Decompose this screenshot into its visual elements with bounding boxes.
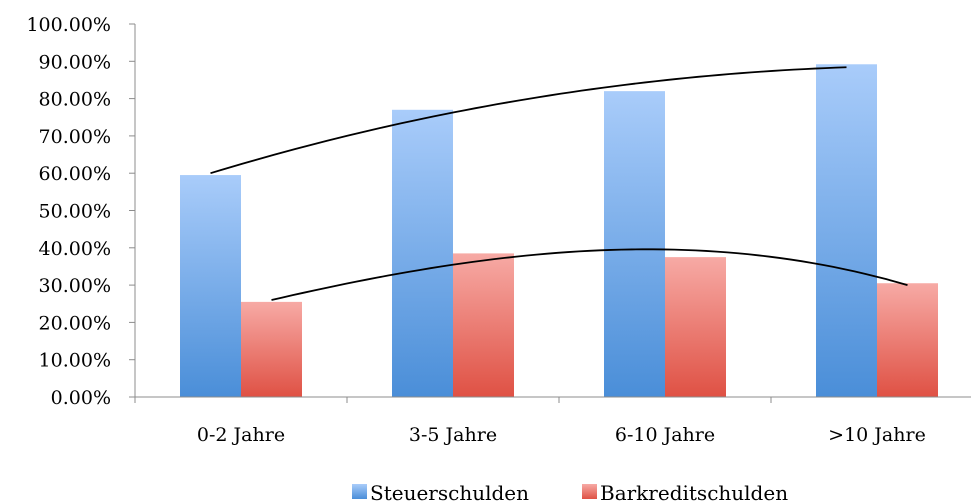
bar-steuerschulden bbox=[392, 109, 453, 397]
bar-barkreditschulden bbox=[665, 257, 726, 397]
x-tick-label: 6-10 Jahre bbox=[615, 424, 715, 446]
x-tick-label: >10 Jahre bbox=[828, 424, 926, 446]
y-tick-label: 10.00% bbox=[39, 350, 111, 372]
x-tick-label: 0-2 Jahre bbox=[197, 424, 285, 446]
y-tick-label: 30.00% bbox=[39, 275, 111, 297]
legend-swatch-barkreditschulden bbox=[582, 484, 597, 499]
y-tick-label: 80.00% bbox=[39, 89, 111, 111]
y-tick-label: 20.00% bbox=[39, 312, 111, 334]
bar-steuerschulden bbox=[180, 175, 241, 397]
trendline-steuerschulden bbox=[210, 66, 847, 175]
trendline-barkreditschulden bbox=[271, 248, 908, 301]
x-axis-ticks: 0-2 Jahre 3-5 Jahre 6-10 Jahre >10 Jahre bbox=[134, 397, 926, 446]
y-tick-label: 70.00% bbox=[39, 126, 111, 148]
y-tick-label: 90.00% bbox=[39, 51, 111, 73]
bars bbox=[180, 64, 938, 397]
y-axis-ticks: 0.00% 10.00% 20.00% 30.00% 40.00% 50.00% 60.00… bbox=[26, 14, 135, 409]
legend-label-barkreditschulden: Barkreditschulden bbox=[600, 481, 788, 503]
y-tick-label: 50.00% bbox=[39, 201, 111, 223]
legend: Steuerschulden Barkreditschulden bbox=[352, 481, 788, 503]
bar-steuerschulden bbox=[816, 64, 877, 397]
y-tick-label: 60.00% bbox=[39, 163, 111, 185]
bar-barkreditschulden bbox=[241, 301, 302, 397]
trendlines bbox=[210, 66, 908, 301]
bar-steuerschulden bbox=[604, 91, 665, 397]
legend-swatch-steuerschulden bbox=[352, 484, 367, 499]
legend-label-steuerschulden: Steuerschulden bbox=[370, 481, 529, 503]
y-tick-label: 40.00% bbox=[39, 238, 111, 260]
bar-barkreditschulden bbox=[453, 253, 514, 397]
y-tick-label: 100.00% bbox=[26, 14, 111, 36]
y-tick-label: 0.00% bbox=[51, 387, 111, 409]
x-tick-label: 3-5 Jahre bbox=[409, 424, 497, 446]
bar-barkreditschulden bbox=[877, 283, 938, 397]
